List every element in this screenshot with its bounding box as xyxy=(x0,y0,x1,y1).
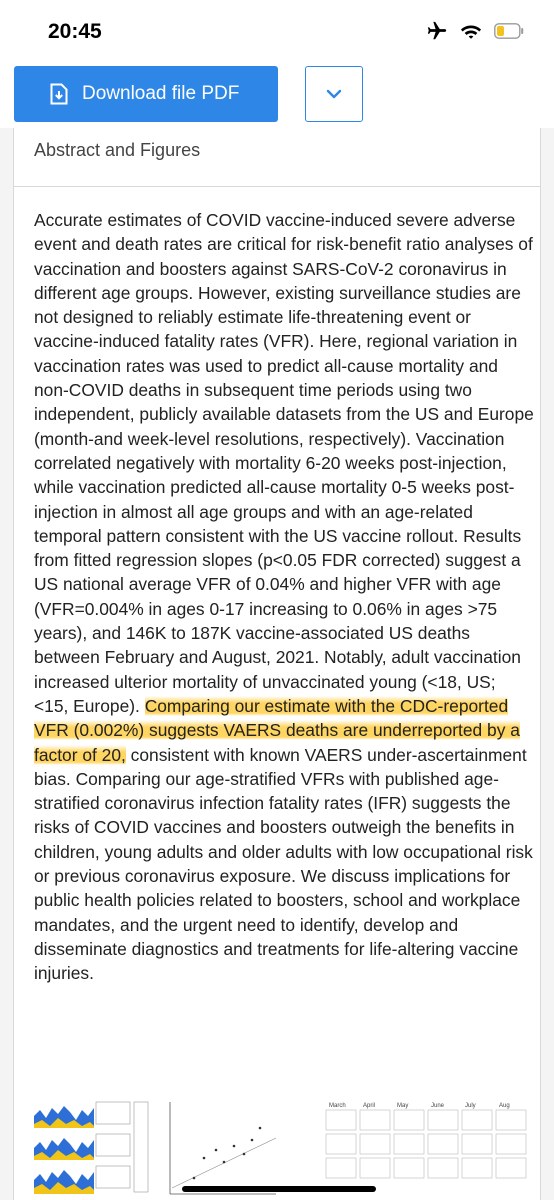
airplane-icon xyxy=(427,21,447,40)
download-pdf-button[interactable]: Download file PDF xyxy=(14,66,278,122)
figure-month-label: Aug xyxy=(499,1103,510,1109)
figure-thumbnail-2[interactable] xyxy=(164,1098,280,1200)
home-indicator[interactable] xyxy=(182,1186,376,1192)
abstract-text: Accurate estimates of COVID vaccine-indu… xyxy=(34,208,534,986)
divider xyxy=(14,186,540,187)
abstract-part-2: consistent with known VAERS under-ascert… xyxy=(34,744,533,984)
more-options-button[interactable] xyxy=(305,66,363,122)
figures-strip: March April May June July Aug xyxy=(34,1098,540,1200)
status-icons xyxy=(426,20,524,42)
figure-month-label: April xyxy=(363,1103,375,1109)
abstract-part-1: Accurate estimates of COVID vaccine-indu… xyxy=(34,210,534,716)
battery-icon xyxy=(494,23,524,39)
figure-month-label: June xyxy=(431,1103,445,1109)
status-time: 20:45 xyxy=(48,20,102,43)
top-toolbar: Download file PDF xyxy=(0,62,554,128)
chevron-down-icon xyxy=(326,89,342,99)
wifi-icon xyxy=(460,25,482,39)
figure-month-label: March xyxy=(329,1103,346,1109)
figure-month-label: May xyxy=(397,1103,408,1109)
download-pdf-label: Download file PDF xyxy=(82,83,240,104)
download-file-icon xyxy=(50,83,68,105)
figure-thumbnail-3[interactable]: March April May June July Aug xyxy=(296,1098,540,1200)
figure-thumbnail-1[interactable] xyxy=(34,1098,150,1200)
abstract-card: Abstract and Figures Accurate estimates … xyxy=(13,128,541,1200)
status-bar: 20:45 xyxy=(0,0,554,62)
figure-month-label: July xyxy=(465,1103,476,1109)
section-title: Abstract and Figures xyxy=(34,140,201,160)
